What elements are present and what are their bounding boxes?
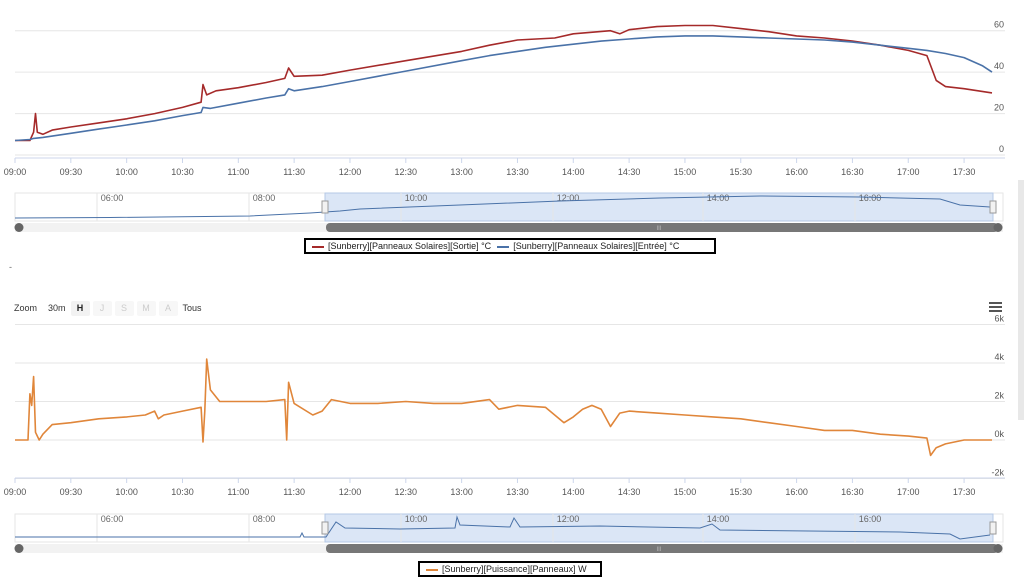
navigator-series (14, 195, 991, 219)
scrollbar-right-button (993, 544, 1003, 553)
navigator-tick-label: 10:00 (405, 514, 428, 524)
legend-item-entree[interactable]: [Sunberry][Panneaux Solaires][Entrée] °C (497, 241, 679, 251)
x-tick-label: 15:00 (674, 487, 697, 497)
zoom-s-button[interactable]: S (114, 300, 134, 316)
x-tick-label: 12:00 (339, 167, 362, 177)
x-tick-label: 14:30 (618, 167, 641, 177)
series-line-1 (15, 24, 993, 142)
legend-sortie-label: [Sunberry][Panneaux Solaires][Sortie] °C (328, 241, 492, 251)
scrollbar-left-button (14, 223, 24, 232)
x-tick-label: 16:00 (785, 487, 808, 497)
x-tick-label: 14:00 (562, 487, 585, 497)
navigator-tick-label: 08:00 (253, 514, 276, 524)
power-legend: [Sunberry][Puissance][Panneaux] W (418, 561, 602, 577)
scrollbar-thumb (326, 223, 998, 232)
zoom-label: Zoom (14, 303, 38, 313)
y-tick-label: 4k (994, 352, 1004, 362)
navigator-tick-label: 14:00 (707, 514, 730, 524)
x-tick-label: 13:30 (506, 487, 529, 497)
x-tick-label: 11:30 (283, 487, 305, 497)
scrollbar-thumb (326, 544, 998, 553)
x-tick-label: 12:30 (395, 167, 418, 177)
y-tick-label: 40 (994, 61, 1004, 71)
x-tick-label: 11:00 (227, 487, 249, 497)
x-tick-label: 17:30 (953, 167, 976, 177)
y-tick-label: 20 (994, 103, 1004, 113)
legend-entree-label: [Sunberry][Panneaux Solaires][Entrée] °C (513, 241, 680, 251)
navigator-tick-label: 06:00 (101, 514, 124, 524)
navigator-tick-label: 14:00 (707, 193, 730, 203)
navigator-tick-label: 12:00 (557, 193, 580, 203)
x-tick-label: 13:00 (450, 487, 473, 497)
x-tick-label: 09:30 (60, 167, 83, 177)
x-tick-label: 16:30 (841, 167, 864, 177)
navigator-handle-left (321, 200, 329, 214)
x-tick-label: 15:30 (730, 167, 753, 177)
y-tick-label: 0k (994, 429, 1004, 439)
temperature-legend: [Sunberry][Panneaux Solaires][Sortie] °C… (304, 238, 716, 254)
series-line-2 (14, 35, 993, 142)
legend-item-sortie[interactable]: [Sunberry][Panneaux Solaires][Sortie] °C (312, 241, 491, 251)
navigator-tick-label: 12:00 (557, 514, 580, 524)
x-tick-label: 10:00 (115, 167, 138, 177)
x-tick-label: 13:00 (450, 167, 473, 177)
x-tick-label: 10:30 (171, 167, 194, 177)
x-tick-label: 09:00 (4, 167, 27, 177)
zoom-m-button[interactable]: M (136, 300, 156, 316)
x-tick-label: 17:00 (897, 487, 920, 497)
x-tick-label: 09:00 (4, 487, 27, 497)
range-selector: Zoom 30m H J S M A Tous (14, 300, 204, 316)
legend-item-puissance[interactable]: [Sunberry][Puissance][Panneaux] W (426, 564, 587, 574)
x-tick-label: 14:00 (562, 167, 585, 177)
menu-icon[interactable] (989, 302, 1002, 313)
x-tick-label: 14:30 (618, 487, 641, 497)
x-tick-label: 10:30 (171, 487, 194, 497)
x-tick-label: 15:00 (674, 167, 697, 177)
navigator-handle-right (989, 521, 997, 535)
x-tick-label: 09:30 (60, 487, 83, 497)
x-tick-label: 12:30 (395, 487, 418, 497)
y-tick-label: 6k (994, 314, 1004, 324)
scrollbar-left-button (14, 544, 24, 553)
scrollbar-grip: III (656, 547, 661, 553)
temperature-chart: 60 40 20 0 09:00 09:30 10:00 10:30 11:00 11:30 12:… (4, 20, 1005, 232)
navigator-handle-left (321, 521, 329, 535)
y-tick-label: 2k (994, 391, 1004, 401)
navigator-tick-label: 16:00 (859, 514, 882, 524)
navigator-tick-label: 16:00 (859, 193, 882, 203)
zoom-j-button[interactable]: J (92, 300, 112, 316)
x-tick-label: 12:00 (339, 487, 362, 497)
navigator-tick-label: 08:00 (253, 193, 276, 203)
separator-dash: - (9, 262, 12, 272)
series-line-1 (15, 358, 992, 457)
x-tick-label: 17:30 (953, 487, 976, 497)
zoom-30m-button[interactable]: 30m (48, 302, 66, 313)
x-tick-label: 16:30 (841, 487, 864, 497)
page-scrollbar[interactable] (1018, 180, 1024, 420)
x-tick-label: 17:00 (897, 167, 920, 177)
x-tick-label: 15:30 (730, 487, 753, 497)
x-tick-label: 11:00 (227, 167, 249, 177)
x-tick-label: 10:00 (115, 487, 138, 497)
navigator-tick-label: 10:00 (405, 193, 428, 203)
navigator-tick-label: 06:00 (101, 193, 124, 203)
navigator-series (15, 515, 991, 540)
x-tick-label: 11:30 (283, 167, 305, 177)
scrollbar-grip: III (656, 226, 661, 232)
navigator-handle-right (989, 200, 997, 214)
y-tick-label: 60 (994, 20, 1004, 30)
zoom-h-button[interactable]: H (70, 300, 90, 316)
legend-puissance-label: [Sunberry][Puissance][Panneaux] W (442, 564, 587, 574)
x-tick-label: 13:30 (506, 167, 529, 177)
zoom-a-button[interactable]: A (158, 300, 178, 316)
y-tick-label: 0 (999, 144, 1004, 154)
scrollbar-right-button (993, 223, 1003, 232)
zoom-all-button[interactable]: Tous (182, 302, 202, 313)
x-tick-label: 16:00 (785, 167, 808, 177)
y-tick-label: -2k (991, 468, 1004, 478)
